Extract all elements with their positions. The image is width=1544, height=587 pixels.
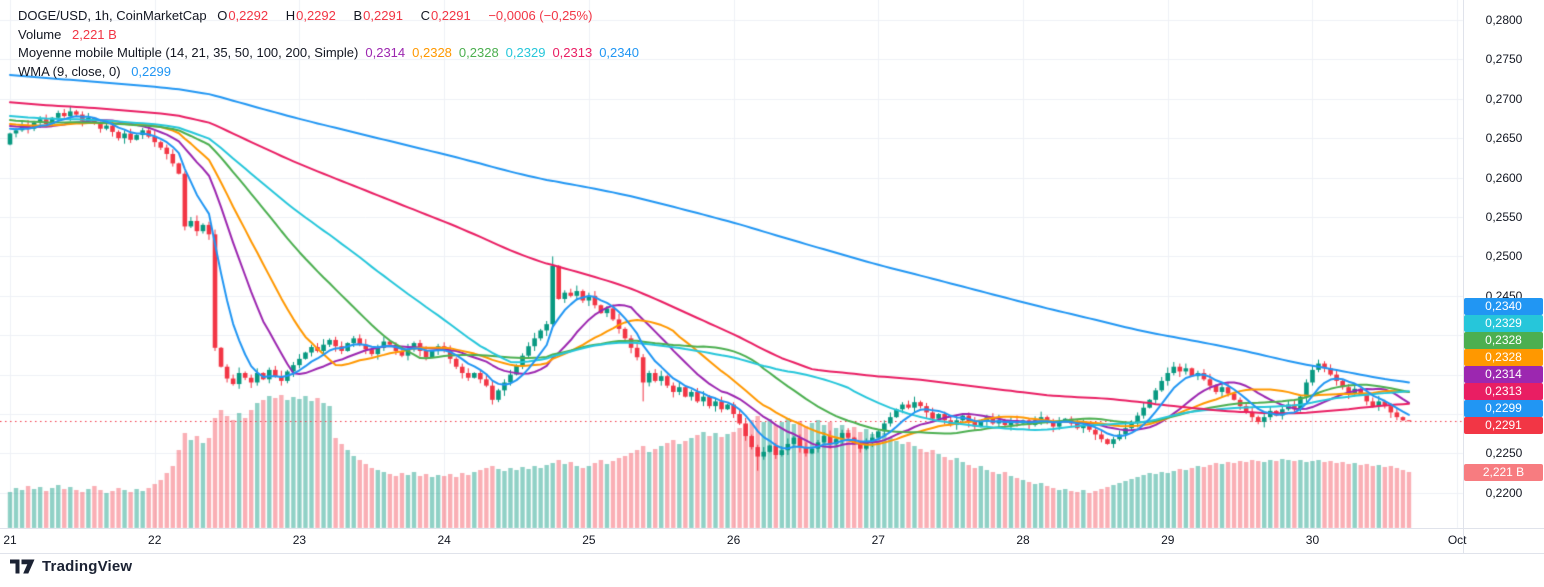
symbol-title: DOGE/USD, 1h, CoinMarketCap <box>18 8 207 23</box>
time-axis-top-border <box>0 528 1544 529</box>
ma-values: 0,2314 0,2328 0,2328 0,2329 0,2313 0,2340 <box>365 45 646 60</box>
time-tick-label: 30 <box>1305 533 1320 547</box>
open-pair: O0,2292 <box>217 8 275 23</box>
ma-value-2: 0,2328 <box>458 45 499 60</box>
time-tick-label: 21 <box>3 533 17 547</box>
price-tick-label: 0,2600 <box>1485 170 1523 185</box>
legend-wma-row[interactable]: WMA (9, close, 0) 0,2299 <box>18 63 653 82</box>
ma-value-3: 0,2329 <box>505 45 546 60</box>
price-tick-label: 0,2550 <box>1485 210 1523 224</box>
price-tick-label: 0,2200 <box>1485 485 1523 500</box>
volume-label: Volume <box>18 26 62 42</box>
ma-value-0: 0,2314 <box>365 45 406 60</box>
low-label: B <box>353 8 363 23</box>
low-value: 0,2291 <box>363 8 403 23</box>
current-price-axis-label: 0,2291 <box>1464 416 1543 434</box>
wma-9-axis-label: 0,2299 <box>1464 399 1543 417</box>
price-tick-label: 0,2700 <box>1485 91 1523 106</box>
change-value: −0,0006 (−0,25%) <box>488 8 593 23</box>
price-tick-label: 0,2250 <box>1485 446 1523 461</box>
close-value: 0,2291 <box>430 8 471 23</box>
sma-100-axis-label: 0,2313 <box>1464 382 1543 400</box>
volume-axis-label: 2,221 B <box>1464 463 1543 481</box>
time-tick-label: 22 <box>148 533 162 547</box>
time-tick-label: 29 <box>1161 533 1175 547</box>
sma-35-axis-label: 0,2328 <box>1464 331 1543 349</box>
sma-21-axis-label: 0,2328 <box>1464 348 1543 366</box>
time-axis-bottom-border <box>0 553 1544 554</box>
price-tick-label: 0,2650 <box>1485 131 1523 146</box>
ma-value-5: 0,2340 <box>599 45 639 60</box>
wma-value: 0,2299 <box>131 63 171 79</box>
time-tick-label: 23 <box>292 533 307 547</box>
price-axis-border <box>1463 0 1464 553</box>
tradingview-brand-text: TradingView <box>42 558 133 575</box>
sma-50-axis-label: 0,2329 <box>1464 314 1543 332</box>
ma-value-1: 0,2328 <box>412 45 452 60</box>
time-tick-label: 27 <box>871 533 885 547</box>
price-tick-label: 0,2750 <box>1485 52 1523 67</box>
wma-indicator-label: WMA (9, close, 0) <box>18 63 121 79</box>
legend-ma-row[interactable]: Moyenne mobile Multiple (14, 21, 35, 50,… <box>18 44 653 63</box>
tradingview-logo-icon <box>10 559 35 574</box>
volume-value: 2,221 B <box>72 26 117 42</box>
sma-200-axis-label: 0,2340 <box>1464 297 1543 315</box>
ma-indicator-label: Moyenne mobile Multiple (14, 21, 35, 50,… <box>18 45 359 60</box>
legend: DOGE/USD, 1h, CoinMarketCap O0,2292 H0,2… <box>18 7 653 81</box>
tradingview-attribution[interactable]: TradingView <box>10 558 132 575</box>
time-tick-label: 28 <box>1016 533 1030 547</box>
high-pair: H0,2292 <box>286 8 343 23</box>
price-tick-label: 0,2800 <box>1485 13 1523 27</box>
time-tick-label: 26 <box>726 533 741 547</box>
legend-volume-row[interactable]: Volume 2,221 B <box>18 26 653 45</box>
open-value: 0,2292 <box>228 8 269 23</box>
open-label: O <box>217 8 228 23</box>
high-value: 0,2292 <box>296 8 336 23</box>
close-label: C <box>420 8 430 23</box>
time-tick-label: Oct <box>1447 533 1467 547</box>
ma-value-4: 0,2313 <box>552 45 593 60</box>
legend-symbol-row[interactable]: DOGE/USD, 1h, CoinMarketCap O0,2292 H0,2… <box>18 7 653 26</box>
sma-14-axis-label: 0,2314 <box>1464 365 1543 383</box>
low-pair: B0,2291 <box>354 8 410 23</box>
time-tick-label: 25 <box>582 533 596 547</box>
close-pair: C0,2291 <box>421 8 478 23</box>
time-tick-label: 24 <box>437 533 451 547</box>
high-label: H <box>285 8 296 23</box>
price-tick-label: 0,2500 <box>1485 249 1523 264</box>
